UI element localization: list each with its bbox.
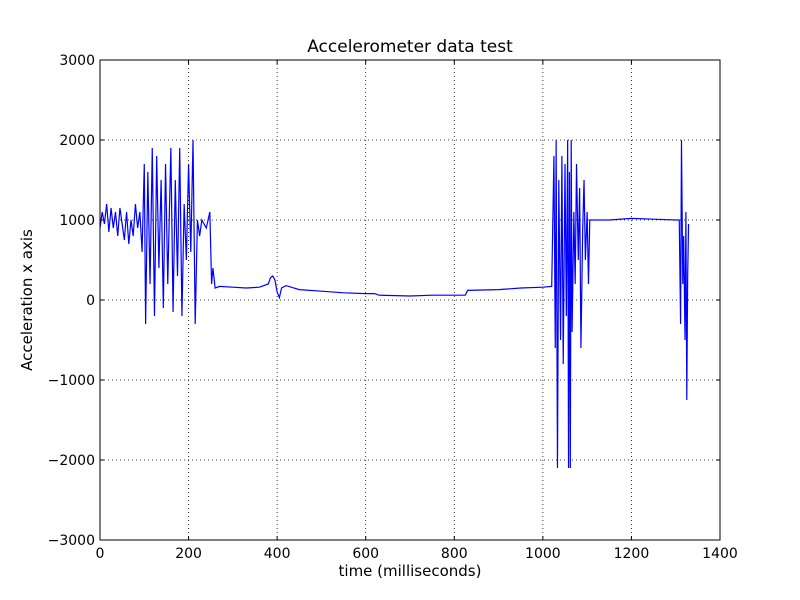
- y-tick-label: −2000: [48, 453, 95, 469]
- x-tick-label: 0: [96, 546, 105, 562]
- x-tick-label: 1200: [614, 546, 650, 562]
- y-tick-label: 2000: [59, 133, 95, 149]
- x-tick-label: 1000: [525, 546, 561, 562]
- x-axis-label: time (milliseconds): [339, 562, 482, 580]
- y-tick-label: 1000: [59, 213, 95, 229]
- y-tick-label: −1000: [48, 373, 95, 389]
- x-tick-label: 800: [441, 546, 468, 562]
- y-axis-label: Acceleration x axis: [18, 229, 36, 371]
- chart-title: Accelerometer data test: [307, 37, 513, 57]
- y-tick-label: −3000: [48, 533, 95, 549]
- y-tick-label: 0: [86, 293, 95, 309]
- x-tick-label: 600: [352, 546, 379, 562]
- x-tick-label: 400: [264, 546, 291, 562]
- data-line: [99, 139, 690, 469]
- x-tick-label: 200: [175, 546, 202, 562]
- y-tick-label: 3000: [59, 53, 95, 69]
- plot-frame: [99, 59, 721, 541]
- x-tick-label: 1400: [702, 546, 738, 562]
